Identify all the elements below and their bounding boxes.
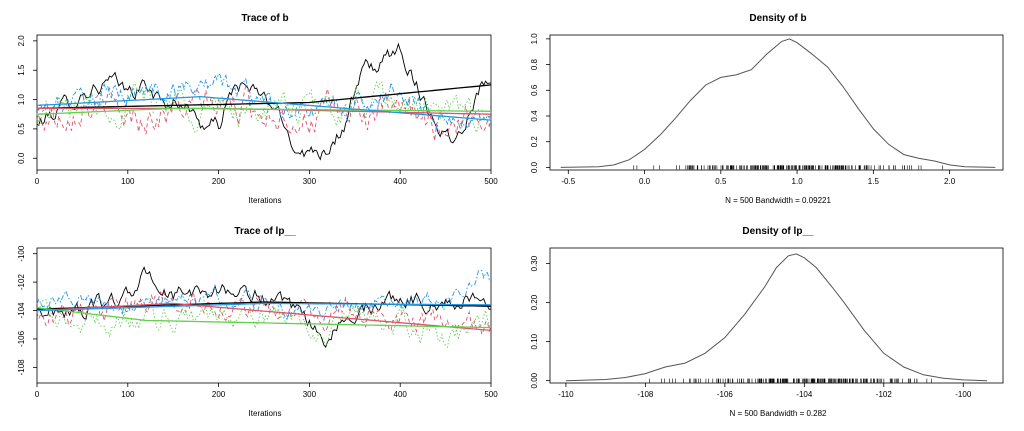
y-tick-label: 0.00 [530,372,539,388]
y-tick-label: 0.0 [530,161,539,173]
trace-b-xlabel: Iterations [249,196,282,205]
density-b-axes: -0.5 0.0 0.5 1.0 1.5 2.0 0.0 0.2 0.4 0.6 0.8 1.0 [530,33,956,186]
x-tick-label: -0.5 [561,177,575,186]
density-b-panel: Density of b -0.5 0.0 0.5 1.0 1.5 2.0 0.0 0.2 0.… [530,13,1004,205]
y-tick-label: -100 [17,245,26,262]
y-tick-label: -106 [17,330,26,347]
y-tick-label: 0.2 [530,136,539,148]
chain-line [36,42,492,161]
y-tick-label: 0.8 [530,58,539,70]
trace-lp-xlabel: Iterations [249,409,282,418]
density-lp-title: Density of lp__ [742,226,814,237]
density-lp-xlabel: N = 500 Bandwidth = 0.282 [730,409,828,418]
density-b-xlabel: N = 500 Bandwidth = 0.09221 [725,196,831,205]
density-b-curve [560,38,996,170]
y-tick-label: 0.30 [530,255,539,271]
chain-smoother [36,302,491,312]
density-b-title: Density of b [749,13,806,24]
trace-lp-panel: Trace of lp__ 0 100 200 300 400 500 -108 -106 -1… [17,226,498,418]
x-tick-label: 200 [212,390,226,399]
x-tick-label: -110 [558,390,574,399]
x-tick-label: 0.0 [639,177,651,186]
x-tick-label: 400 [394,390,408,399]
chain-line [36,80,492,134]
y-tick-label: 2.0 [17,35,26,47]
x-tick-label: -108 [637,390,654,399]
density-lp-panel: Density of lp__ -110 -108 -106 -104 -102 -100… [530,226,1004,418]
y-tick-label: 0.4 [530,110,539,122]
trace-b-series [36,42,492,161]
x-tick-label: 300 [303,390,317,399]
chain-smoother [36,107,492,115]
y-tick-label: -104 [17,302,26,319]
x-tick-label: 200 [212,177,226,186]
trace-b-plot-box [36,34,492,171]
y-tick-label: 1.0 [17,93,26,105]
chain-smoother [36,95,492,121]
x-tick-label: 0 [35,390,40,399]
trace-b-title: Trace of b [241,13,288,24]
x-tick-label: 100 [121,390,135,399]
trace-b-panel: Trace of b 0 100 200 300 400 500 0.0 0.5 1.0 1.5 2… [17,13,498,205]
chain-smoother [36,307,492,329]
chain-line [36,291,492,336]
y-tick-label: 0.20 [530,294,539,310]
trace-b-axes: 0 100 200 300 400 500 0.0 0.5 1.0 1.5 2.0 [17,35,498,186]
density-curve [565,253,988,382]
x-tick-label: 500 [484,390,498,399]
trace-lp-title: Trace of lp__ [234,226,296,237]
x-tick-label: -104 [796,390,813,399]
x-tick-label: -106 [717,390,734,399]
density-lp-axes: -110 -108 -106 -104 -102 -100 0.00 0.10 0.20 0.30 [530,255,972,399]
chain-line [36,298,492,349]
y-tick-label: 0.5 [17,123,26,135]
y-tick-label: -102 [17,274,26,291]
chain-smoother [36,302,492,332]
trace-lp-plot-box [36,247,492,384]
trace-lp-series [36,266,492,349]
chain-smoother [36,84,492,110]
y-tick-label: 0.10 [530,333,539,349]
trace-lp-axes: 0 100 200 300 400 500 -108 -106 -104 -102 -100 [17,245,498,399]
y-tick-label: 1.0 [530,33,539,45]
x-tick-label: 100 [121,177,135,186]
density-lp-plot-box [549,247,1004,384]
x-tick-label: 0 [35,177,40,186]
chain-line [36,85,492,141]
x-tick-label: 500 [484,177,498,186]
density-curve [560,38,996,168]
x-tick-label: -100 [955,390,972,399]
y-tick-label: 1.5 [17,64,26,76]
x-tick-label: 2.0 [944,177,956,186]
chain-line [36,72,492,130]
x-tick-label: 0.5 [715,177,727,186]
y-tick-label: 0.0 [17,152,26,164]
y-tick-label: -108 [17,359,26,376]
chain-line [36,269,492,322]
x-tick-label: 300 [303,177,317,186]
x-tick-label: -102 [876,390,893,399]
y-tick-label: 0.6 [530,84,539,96]
x-tick-label: 1.0 [792,177,804,186]
density-lp-curve [565,253,988,383]
density-b-plot-box [549,34,1004,171]
x-tick-label: 400 [394,177,408,186]
x-tick-label: 1.5 [868,177,880,186]
